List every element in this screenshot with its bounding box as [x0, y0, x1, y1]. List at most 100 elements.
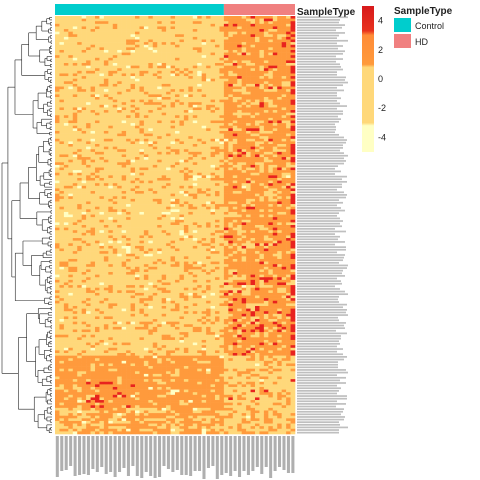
heatmap-cell	[290, 185, 296, 189]
heatmap-cell	[135, 86, 140, 90]
heatmap-cell	[219, 57, 225, 61]
heatmap-cell	[206, 39, 211, 43]
heatmap-cell	[95, 151, 100, 155]
heatmap-cell	[143, 222, 149, 226]
heatmap-cell	[157, 112, 162, 116]
heatmap-cell	[237, 204, 242, 208]
heatmap-cell	[192, 180, 198, 184]
heatmap-cell	[192, 83, 198, 87]
heatmap-cell	[188, 26, 194, 30]
heatmap-cell	[290, 198, 296, 202]
heatmap-cell	[130, 78, 136, 82]
heatmap-cell	[117, 26, 122, 30]
heatmap-cell	[108, 144, 114, 147]
heatmap-cell	[277, 78, 282, 82]
heatmap-cell	[103, 209, 109, 213]
heatmap-cell	[68, 39, 74, 43]
heatmap-cell	[135, 146, 140, 150]
heatmap-cell	[130, 162, 136, 166]
heatmap-cell	[241, 68, 247, 72]
heatmap-cell	[117, 206, 122, 210]
heatmap-cell	[175, 149, 180, 153]
heatmap-cell	[250, 133, 256, 137]
heatmap-cell	[197, 159, 202, 163]
heatmap-cell	[281, 18, 287, 22]
heatmap-cell	[121, 36, 127, 40]
heatmap-cell	[179, 18, 185, 22]
heatmap-cell	[72, 222, 78, 226]
heatmap-cell	[263, 177, 269, 181]
heatmap-cell	[139, 164, 145, 168]
heatmap-cell	[250, 167, 256, 171]
heatmap-cell	[108, 206, 114, 210]
heatmap-cell	[90, 180, 96, 184]
heatmap-cell	[90, 70, 96, 74]
heatmap-cell	[232, 159, 238, 163]
heatmap-cell	[250, 141, 256, 145]
heatmap-cell	[63, 138, 69, 142]
heatmap-cell	[259, 94, 265, 98]
heatmap-cell	[241, 204, 247, 208]
heatmap-cell	[197, 198, 202, 202]
heatmap-cell	[161, 29, 167, 32]
heatmap-cell	[246, 29, 251, 32]
heatmap-cell	[223, 42, 229, 46]
heatmap-cell	[152, 191, 158, 194]
heatmap-cell	[126, 175, 131, 179]
heatmap-cell	[103, 130, 109, 134]
heatmap-cell	[152, 52, 158, 56]
heatmap-cell	[179, 70, 185, 74]
heatmap-cell	[99, 26, 105, 30]
heatmap-cell	[166, 217, 171, 221]
heatmap-cell	[219, 198, 225, 202]
heatmap-cell	[201, 68, 207, 72]
heatmap-cell	[148, 214, 154, 218]
heatmap-cell	[241, 125, 247, 129]
heatmap-cell	[63, 49, 69, 53]
heatmap-cell	[201, 34, 207, 38]
heatmap-cell	[95, 230, 100, 234]
heatmap-cell	[170, 96, 176, 100]
heatmap-cell	[219, 18, 225, 22]
heatmap-cell	[103, 211, 109, 215]
heatmap-cell	[215, 219, 220, 223]
heatmap-cell	[157, 16, 162, 19]
heatmap-cell	[188, 217, 194, 221]
heatmap-cell	[250, 99, 256, 103]
heatmap-cell	[117, 99, 122, 103]
heatmap-cell	[121, 232, 127, 236]
heatmap-cell	[112, 162, 118, 166]
heatmap-cell	[81, 57, 87, 61]
heatmap-cell	[139, 172, 145, 176]
heatmap-cell	[59, 49, 65, 53]
heatmap-cell	[108, 42, 114, 46]
heatmap-cell	[63, 151, 69, 155]
heatmap-cell	[143, 133, 149, 137]
heatmap-cell	[286, 89, 291, 93]
heatmap-cell	[255, 227, 260, 231]
heatmap-cell	[126, 157, 131, 160]
heatmap-cell	[255, 206, 260, 210]
heatmap-cell	[99, 159, 105, 163]
heatmap-cell	[143, 70, 149, 74]
heatmap-cell	[259, 55, 265, 59]
heatmap-cell	[121, 188, 127, 192]
heatmap-cell	[126, 170, 131, 174]
heatmap-cell	[250, 76, 256, 79]
heatmap-cell	[117, 83, 122, 87]
heatmap-cell	[130, 225, 136, 228]
heatmap-cell	[206, 175, 211, 179]
heatmap-cell	[143, 125, 149, 129]
heatmap-cell	[277, 57, 282, 61]
heatmap-cell	[157, 214, 162, 218]
heatmap-cell	[135, 96, 140, 100]
heatmap-cell	[121, 154, 127, 158]
heatmap-cell	[250, 107, 256, 111]
heatmap-cell	[241, 201, 247, 205]
heatmap-cell	[72, 112, 78, 116]
heatmap-cell	[103, 172, 109, 176]
heatmap-cell	[179, 154, 185, 158]
heatmap-cell	[95, 91, 100, 95]
heatmap-cell	[108, 230, 114, 234]
heatmap-cell	[188, 175, 194, 179]
